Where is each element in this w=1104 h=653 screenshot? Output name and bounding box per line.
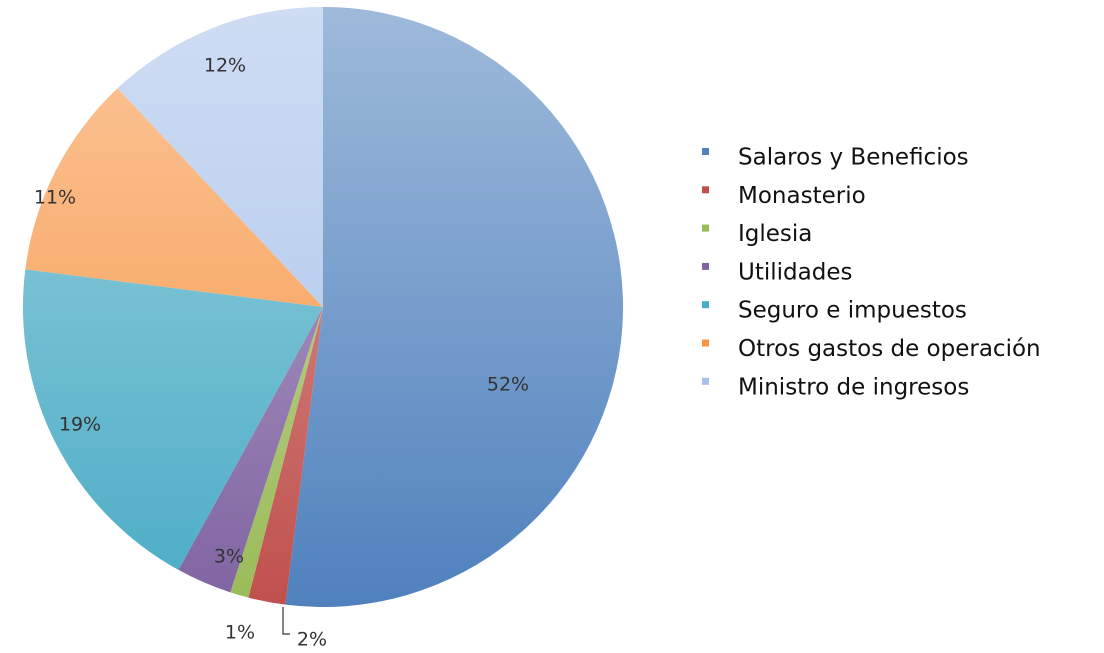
- legend-label: Ministro de ingresos: [738, 374, 969, 400]
- legend-swatch: [702, 186, 709, 194]
- data-label: 52%: [487, 374, 529, 396]
- legend-label: Iglesia: [738, 221, 812, 247]
- data-labels: 52% 2% 1% 3% 19% 11% 12%: [34, 55, 529, 651]
- data-label: 1%: [225, 622, 255, 644]
- legend-swatch: [702, 339, 709, 347]
- data-label: 12%: [204, 55, 246, 77]
- data-label: 11%: [34, 187, 76, 209]
- leader-line: [282, 607, 290, 635]
- legend-label: Salaros y Beneficios: [738, 145, 969, 171]
- legend-swatch: [702, 148, 709, 155]
- pie-slice: [285, 7, 623, 607]
- data-label: 2%: [297, 629, 327, 651]
- data-label: 3%: [214, 546, 244, 568]
- legend: Salaros y Beneficios Monasterio Iglesia Uti…: [702, 145, 1041, 400]
- legend-swatch: [702, 262, 709, 270]
- legend-label: Utilidades: [738, 259, 852, 285]
- legend-label: Otros gastos de operación: [738, 336, 1041, 362]
- legend-swatch: [702, 377, 709, 385]
- legend-swatch: [702, 301, 709, 309]
- legend-swatch: [702, 224, 709, 232]
- pie: [23, 7, 623, 607]
- legend-label: Seguro e impuestos: [738, 298, 967, 324]
- data-label: 19%: [59, 414, 101, 436]
- legend-label: Monasterio: [738, 183, 866, 209]
